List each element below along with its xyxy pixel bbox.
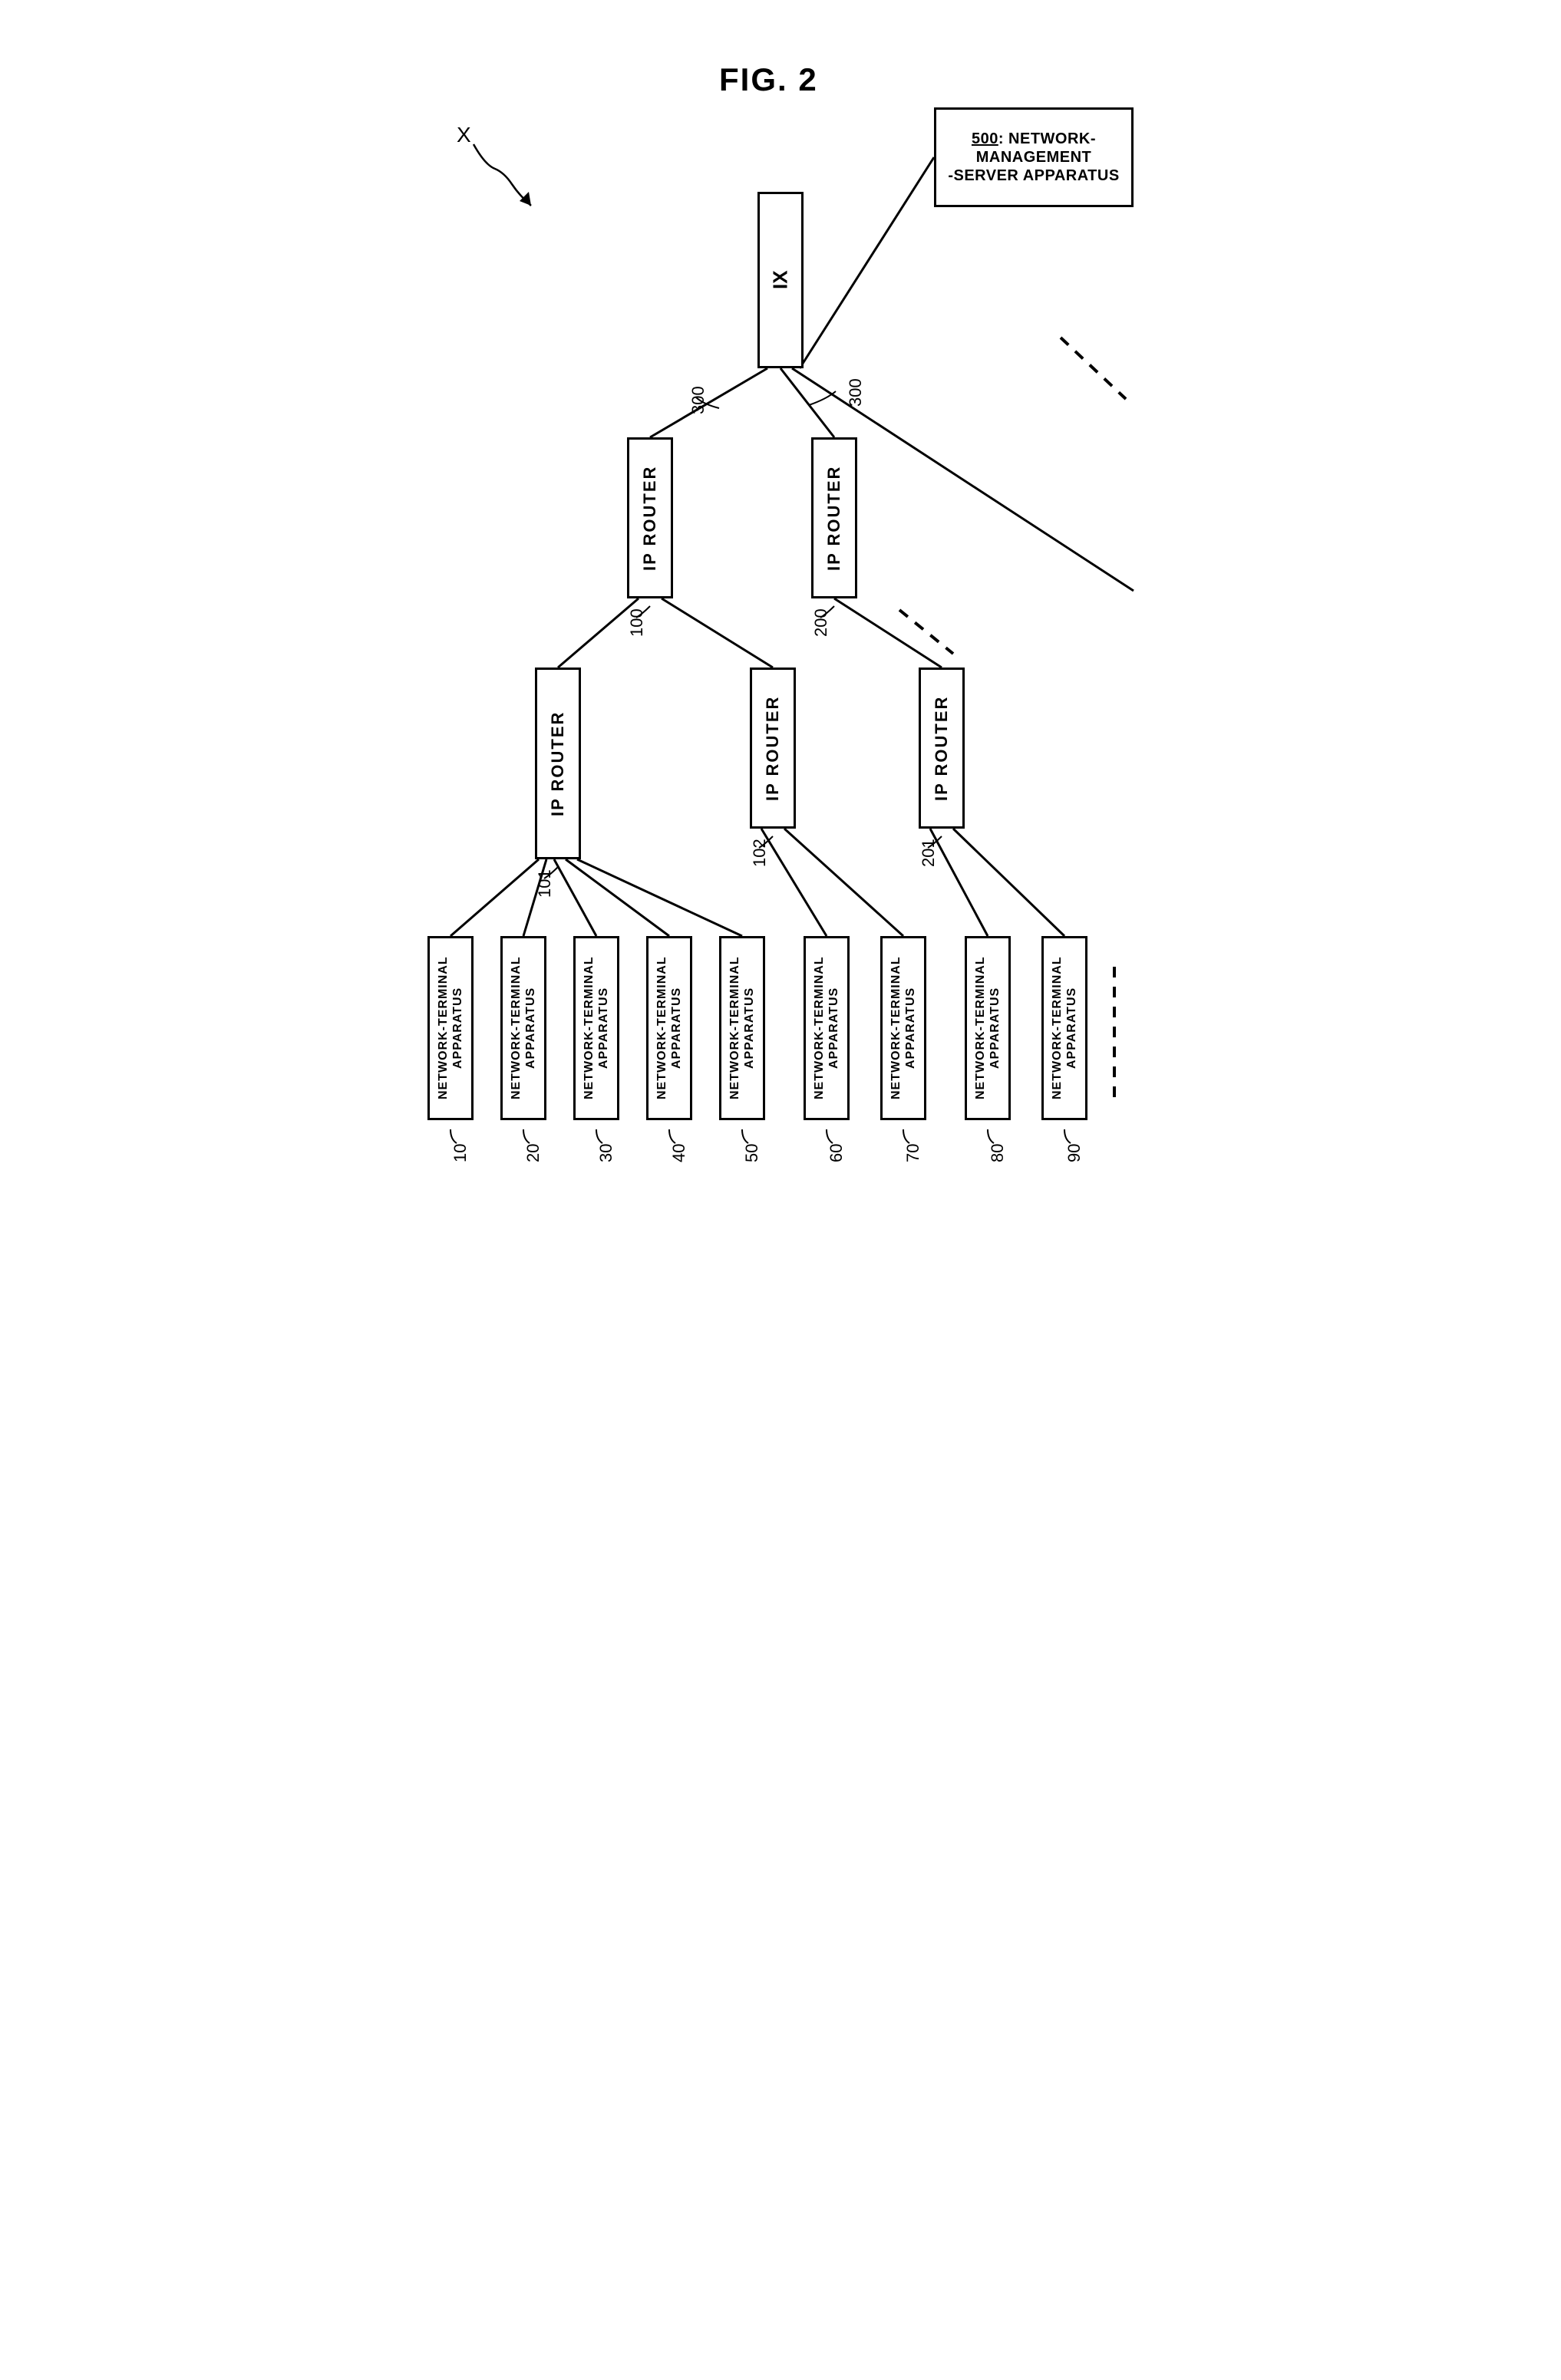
ip-router-201: IP ROUTER — [919, 668, 965, 829]
ip-router-101: IP ROUTER — [535, 668, 581, 859]
server-ref: 500 — [972, 130, 998, 147]
ref-201: 201 — [919, 839, 939, 867]
ref-70: 70 — [903, 1144, 923, 1162]
edge-label-300-left: 300 — [688, 386, 708, 414]
ref-80: 80 — [988, 1144, 1008, 1162]
ref-10: 10 — [450, 1144, 470, 1162]
ref-90: 90 — [1064, 1144, 1084, 1162]
terminal-90: NETWORK-TERMINALAPPARATUS — [1041, 936, 1087, 1120]
figure-title: FIG. 2 — [719, 61, 818, 98]
edge-label-300-right: 300 — [846, 378, 866, 407]
terminal-40: NETWORK-TERMINALAPPARATUS — [646, 936, 692, 1120]
ix-node: IX — [757, 192, 804, 368]
terminal-70: NETWORK-TERMINALAPPARATUS — [880, 936, 926, 1120]
terminal-10: NETWORK-TERMINALAPPARATUS — [427, 936, 474, 1120]
figure-page: FIG. 2 X — [397, 31, 1164, 1182]
terminal-80: NETWORK-TERMINALAPPARATUS — [965, 936, 1011, 1120]
ref-40: 40 — [669, 1144, 689, 1162]
network-x-label: X — [457, 123, 471, 147]
ref-60: 60 — [827, 1144, 847, 1162]
server-line: 500: NETWORK-MANAGEMENT — [936, 130, 1131, 166]
ref-102: 102 — [750, 839, 770, 867]
ref-50: 50 — [742, 1144, 762, 1162]
ip-router-200: IP ROUTER — [811, 437, 857, 598]
ref-101: 101 — [535, 869, 555, 898]
terminal-50: NETWORK-TERMINALAPPARATUS — [719, 936, 765, 1120]
terminal-30: NETWORK-TERMINALAPPARATUS — [573, 936, 619, 1120]
network-management-server: 500: NETWORK-MANAGEMENT -SERVER APPARATU… — [934, 107, 1134, 207]
ref-30: 30 — [596, 1144, 616, 1162]
terminal-20: NETWORK-TERMINALAPPARATUS — [500, 936, 546, 1120]
ip-router-100: IP ROUTER — [627, 437, 673, 598]
ref-100: 100 — [627, 608, 647, 637]
terminal-60: NETWORK-TERMINALAPPARATUS — [804, 936, 850, 1120]
ref-200: 200 — [811, 608, 831, 637]
ref-20: 20 — [523, 1144, 543, 1162]
server-label-suffix: -SERVER APPARATUS — [948, 166, 1119, 185]
ip-router-102: IP ROUTER — [750, 668, 796, 829]
